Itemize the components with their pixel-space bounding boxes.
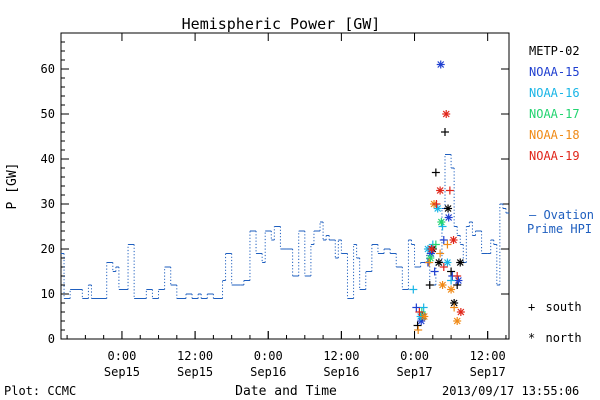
- data-point-noaa-18: [436, 249, 445, 258]
- data-point-noaa-15: [412, 303, 421, 312]
- data-point-noaa-15: [430, 267, 439, 276]
- data-point-noaa-19: [449, 236, 458, 244]
- y-tick-label: 30: [41, 197, 55, 211]
- data-point-noaa-15: [436, 60, 445, 69]
- symbol-south-label: + south: [528, 300, 582, 314]
- y-tick-label: 10: [41, 287, 55, 301]
- satellite-markers: [409, 60, 465, 334]
- data-point-noaa-18: [425, 258, 434, 267]
- y-tick-label: 40: [41, 152, 55, 166]
- data-point-noaa-18: [447, 285, 456, 294]
- data-point-metp-02: [456, 258, 465, 267]
- y-tick-label: 60: [41, 62, 55, 76]
- plot-timestamp: 2013/09/17 13:55:06: [442, 384, 579, 398]
- data-point-noaa-15: [454, 276, 463, 285]
- x-tick-date-label: Sep15: [177, 365, 213, 379]
- x-tick-date-label: Sep17: [396, 365, 432, 379]
- y-tick-label: 20: [41, 242, 55, 256]
- data-point-noaa-17: [437, 218, 446, 226]
- y-axis: 0 10 20 30 40 50 60: [41, 41, 509, 346]
- data-point-noaa-18: [420, 312, 429, 321]
- data-point-noaa-16: [419, 303, 428, 312]
- x-tick-date-label: Sep15: [104, 365, 140, 379]
- data-point-noaa-16: [409, 285, 418, 294]
- plot-frame: [60, 32, 510, 340]
- x-tick-time-label: 0:00: [400, 349, 429, 363]
- ovation-legend-line2: Prime HPI: [527, 222, 592, 236]
- data-point-noaa-15: [439, 236, 448, 244]
- data-point-metp-02: [444, 204, 453, 213]
- data-point-noaa-19: [445, 186, 454, 195]
- x-axis: 0:00 Sep15 12:00 Sep15 0:00 Sep16 12:00 Sep16 0:…: [66, 33, 507, 379]
- data-point-noaa-15: [444, 213, 453, 222]
- symbol-north-label: * north: [528, 331, 582, 345]
- data-point-noaa-17: [426, 254, 435, 262]
- data-point-noaa-18: [453, 317, 462, 325]
- legend-noaa-19: NOAA-19: [529, 149, 580, 163]
- y-axis-label: P [GW]: [5, 163, 20, 210]
- data-point-metp-02: [425, 281, 434, 289]
- legend-noaa-18: NOAA-18: [529, 128, 580, 142]
- y-tick-label: 50: [41, 107, 55, 121]
- y-tick-label: 0: [48, 332, 55, 346]
- legend-noaa-16: NOAA-16: [529, 86, 580, 100]
- x-axis-label: Date and Time: [235, 384, 337, 399]
- data-point-noaa-19: [439, 263, 448, 271]
- ovation-line-series: [61, 154, 509, 299]
- data-point-noaa-18: [438, 281, 447, 289]
- x-tick-date-label: Sep16: [323, 365, 359, 379]
- data-point-noaa-19: [427, 245, 436, 253]
- x-tick-time-label: 12:00: [177, 349, 213, 363]
- plot-credit: Plot: CCMC: [4, 384, 76, 398]
- data-point-noaa-19: [442, 110, 451, 118]
- x-tick-time-label: 12:00: [323, 349, 359, 363]
- ovation-legend-line1: — Ovation: [529, 208, 594, 222]
- data-point-metp-02: [441, 128, 449, 136]
- x-tick-date-label: Sep16: [250, 365, 286, 379]
- legend-noaa-15: NOAA-15: [529, 65, 580, 79]
- data-point-noaa-19: [436, 186, 445, 195]
- legend: METP-02 NOAA-15 NOAA-16 NOAA-17 NOAA-18 NOAA-…: [529, 44, 580, 163]
- data-point-noaa-19: [456, 308, 465, 316]
- data-point-noaa-18: [443, 240, 452, 249]
- data-point-noaa-16: [447, 276, 456, 285]
- data-point-noaa-19: [453, 272, 462, 280]
- x-tick-time-label: 12:00: [470, 349, 506, 363]
- chart-title: Hemispheric Power [GW]: [182, 15, 381, 33]
- data-point-noaa-16: [443, 258, 452, 267]
- x-tick-time-label: 0:00: [107, 349, 136, 363]
- legend-noaa-17: NOAA-17: [529, 107, 580, 121]
- data-point-metp-02: [431, 168, 440, 177]
- legend-metp-02: METP-02: [529, 44, 580, 58]
- data-point-metp-02: [447, 267, 456, 276]
- x-tick-time-label: 0:00: [254, 349, 283, 363]
- x-tick-date-label: Sep17: [470, 365, 506, 379]
- data-point-noaa-17: [431, 240, 440, 249]
- data-point-noaa-19: [415, 308, 424, 316]
- data-point-noaa-19: [432, 200, 441, 208]
- data-point-noaa-18: [414, 326, 423, 334]
- data-point-metp-02: [434, 258, 443, 267]
- data-point-noaa-18: [450, 303, 459, 312]
- data-point-metp-02: [413, 321, 422, 330]
